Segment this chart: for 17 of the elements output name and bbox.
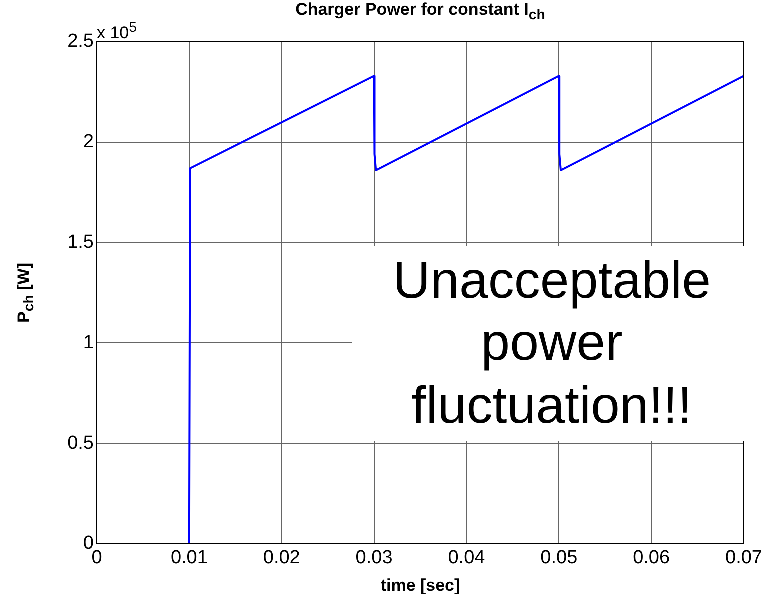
y-tick-label: 0.5 — [68, 432, 94, 454]
x-tick-label: 0.03 — [356, 548, 393, 569]
y-tick-label: 0 — [83, 533, 94, 554]
annotation: x 10$^{5}$ — [97, 20, 138, 44]
y-tick-label: 1.5 — [68, 232, 94, 254]
x-tick-label: 0.07 — [726, 548, 762, 569]
x-axis-title: time [sec] — [380, 576, 462, 596]
y-tick-label: 2 — [83, 132, 94, 153]
y-tick-label: 1 — [83, 332, 94, 354]
x-tick-label: 0.01 — [170, 548, 208, 569]
x-tick-label: 0.04 — [448, 548, 486, 569]
chart-title: Charger Power for constant I$_{ch}$ — [296, 0, 546, 24]
x-tick-label: 0.06 — [633, 548, 670, 569]
y-tick-label: 2.5 — [68, 31, 94, 52]
annotation: Unacceptable power fluctuation!!! — [352, 246, 752, 442]
x-tick-label: 0.02 — [263, 548, 300, 569]
x-tick-label: 0.05 — [540, 548, 578, 569]
